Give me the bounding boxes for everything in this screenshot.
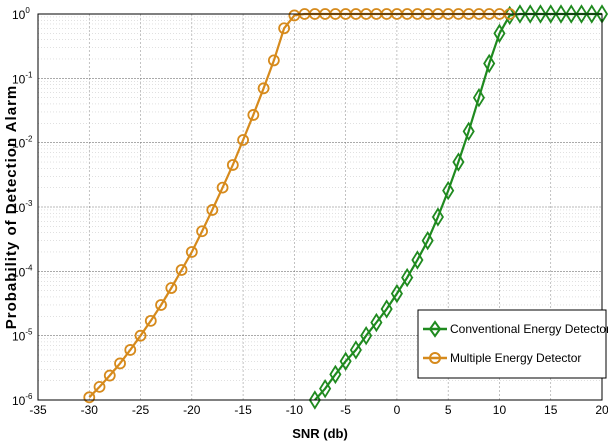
data-point: [308, 390, 321, 410]
data-point: [431, 207, 444, 227]
data-point: [267, 54, 280, 67]
data-point: [421, 230, 434, 251]
data-point: [524, 4, 537, 24]
x-tick-label: -10: [286, 403, 304, 417]
data-point: [503, 5, 516, 26]
x-tick-label: -25: [132, 403, 150, 417]
data-point: [401, 267, 414, 288]
tick-labels: -35 -30 -25 -20 -15 -10 -5 0 5 10 15 20 10-6 10-5 10-4…: [12, 6, 608, 417]
data-point: [196, 225, 208, 238]
data-point: [114, 357, 126, 370]
x-tick-label: 20: [595, 403, 608, 417]
y-tick-label: 100: [12, 6, 30, 22]
legend-marker-diamond: [428, 320, 442, 338]
y-tick-label: 10-2: [12, 135, 33, 151]
data-point: [278, 22, 291, 35]
data-point: [411, 250, 424, 270]
data-point: [452, 152, 465, 172]
data-point: [144, 314, 157, 327]
x-tick-label: -20: [183, 403, 201, 417]
data-point: [185, 246, 198, 258]
data-point: [237, 134, 249, 146]
y-axis-title: Probability of Detection Alarm: [3, 85, 20, 329]
data-point: [329, 364, 342, 385]
data-point: [124, 344, 137, 356]
legend-box: [417, 309, 607, 379]
data-point: [565, 4, 578, 24]
data-point: [226, 159, 239, 171]
data-point: [319, 378, 332, 399]
data-point: [360, 325, 373, 346]
y-tick-label: 10-4: [12, 263, 33, 279]
data-point: [247, 109, 260, 121]
legend-label-multiple: Multiple Energy Detector: [450, 351, 581, 365]
data-point: [554, 4, 568, 24]
data-point: [216, 181, 229, 194]
y-tick-label: 10-5: [12, 328, 33, 344]
plot-frame: [37, 13, 603, 401]
data-point: [83, 391, 96, 404]
data-point: [370, 312, 383, 333]
x-tick-label: 10: [493, 403, 507, 417]
data-point: [103, 369, 116, 382]
data-point: [380, 299, 393, 319]
data-point: [349, 340, 362, 360]
data-point: [534, 4, 547, 24]
data-point: [339, 351, 352, 371]
x-tick-label: 0: [394, 403, 401, 417]
x-tick-label: -35: [29, 403, 47, 417]
data-point: [493, 23, 506, 44]
data-point: [257, 82, 270, 95]
legend-label-conventional: Conventional Energy Detector: [450, 322, 608, 336]
data-point: [134, 329, 147, 342]
data-point: [155, 299, 167, 311]
data-point: [175, 264, 188, 276]
data-point: [462, 121, 475, 142]
data-point: [483, 53, 496, 74]
data-point: [575, 4, 588, 24]
x-tick-label: 5: [445, 403, 452, 417]
x-tick-label: -15: [234, 403, 252, 417]
data-point: [93, 380, 106, 393]
y-tick-label: 10-6: [12, 392, 33, 408]
legend-marker-circle: [429, 352, 441, 364]
y-tick-label: 10-3: [12, 199, 33, 215]
y-tick-label: 10-1: [12, 70, 33, 86]
data-point: [206, 204, 219, 216]
grid: [37, 14, 603, 400]
data-point: [390, 283, 403, 304]
data-point: [442, 180, 455, 201]
data-point: [513, 4, 527, 24]
data-point: [544, 4, 557, 24]
x-tick-label: 15: [544, 403, 558, 417]
legend: Conventional Energy Detector Multiple En…: [417, 309, 608, 379]
data-point: [472, 88, 486, 108]
data-point: [165, 282, 178, 294]
x-tick-label: -5: [340, 403, 351, 417]
x-axis-title: SNR (db): [292, 426, 348, 441]
data-point: [585, 4, 598, 24]
x-tick-label: -30: [81, 403, 99, 417]
